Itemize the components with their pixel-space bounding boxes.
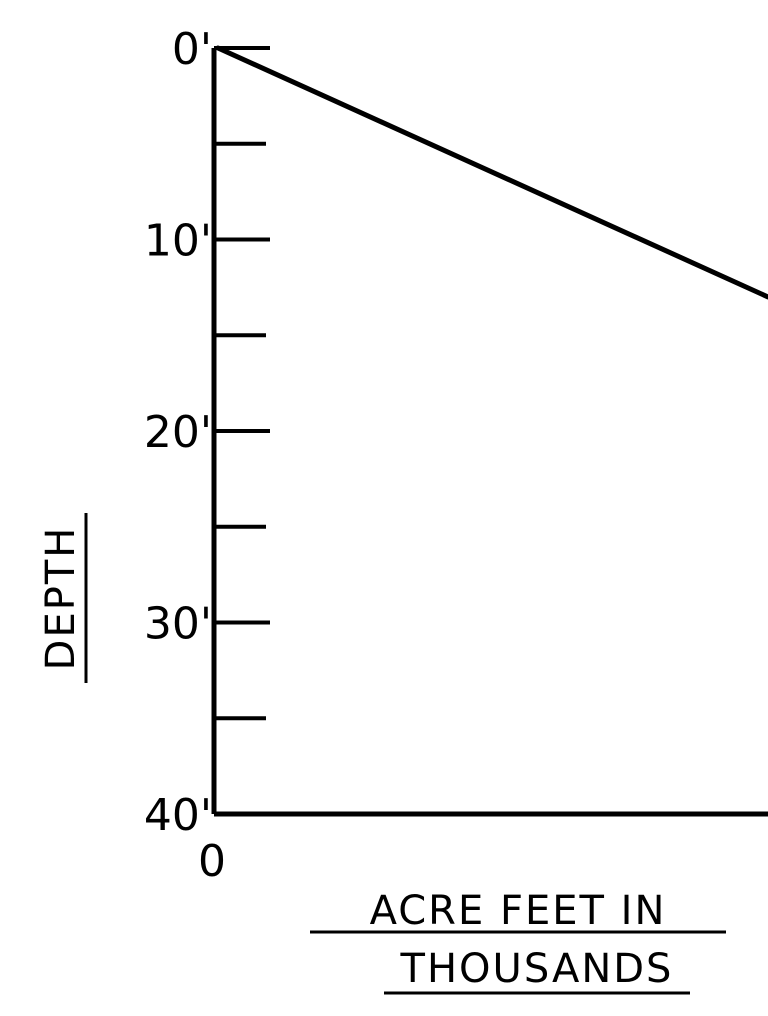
series-line xyxy=(215,45,768,300)
y-ticks xyxy=(214,46,270,721)
y-tick-label: 10' xyxy=(144,216,212,267)
y-tick-label: 30' xyxy=(144,599,212,650)
y-tick-label: 20' xyxy=(144,407,212,458)
y-tick-labels: 0' 10' 20' 30' 40' xyxy=(144,24,212,841)
x-axis-title-line-2: THOUSANDS xyxy=(400,946,674,992)
x-axis-title-line-1: ACRE FEET IN xyxy=(370,888,667,934)
x-tick-label-0: 0 xyxy=(198,836,226,887)
series-layer xyxy=(215,45,768,300)
y-tick-label: 0' xyxy=(172,24,212,75)
axes xyxy=(211,48,768,817)
y-axis-title: DEPTH xyxy=(38,526,84,671)
y-tick-label: 40' xyxy=(144,790,212,841)
